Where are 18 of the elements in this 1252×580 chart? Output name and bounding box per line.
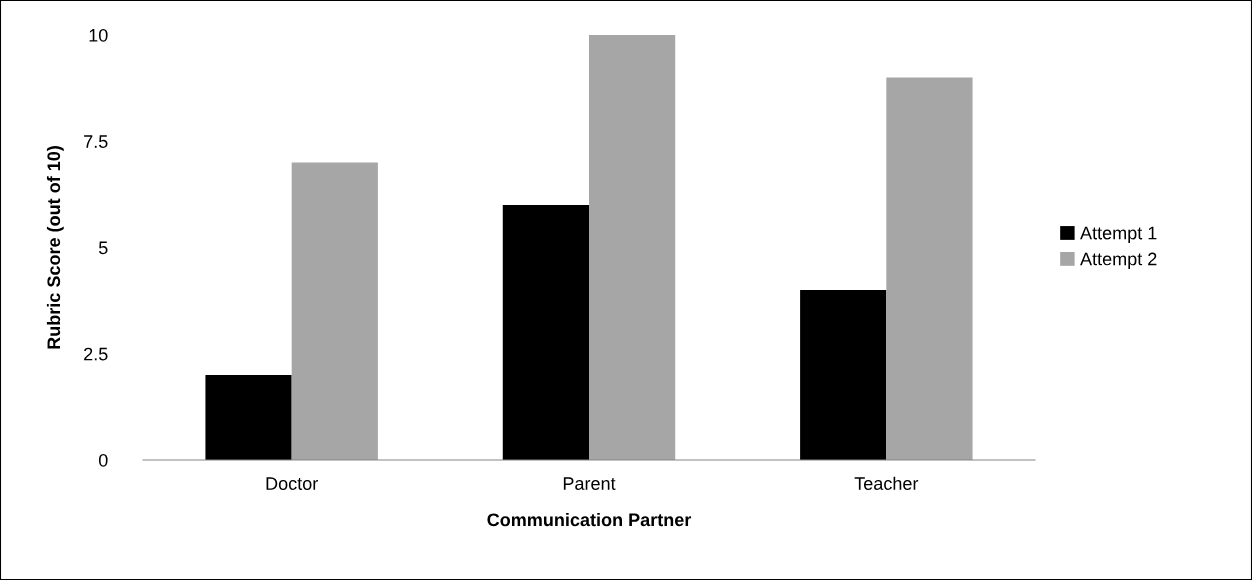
legend-label: Attempt 1 xyxy=(1080,226,1157,243)
x-tick-label: Parent xyxy=(563,477,616,490)
y-axis-title: Rubric Score (out of 10) xyxy=(46,146,64,349)
bar xyxy=(291,162,378,460)
x-tick-label: Doctor xyxy=(266,477,318,490)
bar xyxy=(800,290,887,460)
bar xyxy=(589,35,676,460)
bar xyxy=(205,375,292,460)
y-tick-label: 2.5 xyxy=(84,347,108,361)
bar xyxy=(886,77,973,460)
bar xyxy=(502,205,589,460)
y-tick-label: 5 xyxy=(98,241,108,255)
y-tick-label: 0 xyxy=(98,453,108,467)
x-tick-label: Teacher xyxy=(854,476,919,490)
x-axis-title: Communication Partner xyxy=(487,512,692,527)
y-tick-label: 10 xyxy=(89,28,108,42)
y-tick-label: 7.5 xyxy=(84,135,108,148)
legend-label: Attempt 2 xyxy=(1080,252,1157,269)
